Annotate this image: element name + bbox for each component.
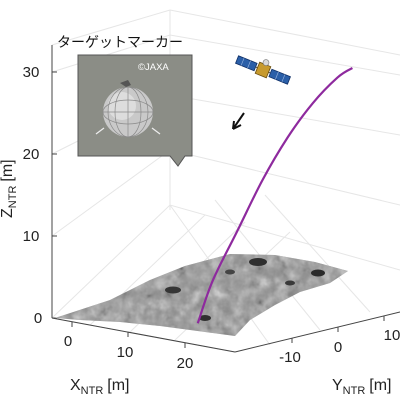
callout-title: ターゲットマーカー — [57, 35, 183, 51]
x-tick-label: 10 — [117, 344, 134, 361]
z-tick-label: 0 — [34, 310, 42, 327]
z-tick-label: 30 — [23, 64, 40, 81]
target-marker-ball-image — [95, 80, 161, 138]
terrain-surface — [55, 254, 348, 336]
spacecraft-icon — [235, 55, 291, 85]
y-tick-labels: -10 0 10 — [279, 327, 400, 366]
tick-marks — [52, 71, 385, 348]
x-tick-label: 0 — [64, 333, 72, 350]
trajectory-line — [196, 67, 353, 324]
target-marker-callout: ©JAXA — [77, 54, 193, 167]
x-tick-labels: 0 10 20 — [64, 333, 194, 372]
trajectory-series — [196, 67, 353, 324]
axis-lines — [51, 45, 400, 353]
y-axis-label: YNTR [m] — [332, 377, 392, 397]
y-tick-label: 0 — [334, 339, 342, 356]
descent-arrow — [232, 112, 245, 130]
y-tick-label: 10 — [384, 327, 400, 344]
x-tick-label: 20 — [177, 355, 194, 372]
z-tick-labels: 0 10 20 30 — [23, 64, 43, 327]
x-axis-label: XNTR [m] — [70, 377, 130, 397]
y-tick-label: -10 — [279, 349, 301, 366]
z-tick-label: 20 — [23, 146, 40, 163]
image-credit: ©JAXA — [138, 62, 169, 73]
z-tick-label: 10 — [23, 228, 40, 245]
z-axis-label: ZNTR[m] — [0, 159, 19, 218]
